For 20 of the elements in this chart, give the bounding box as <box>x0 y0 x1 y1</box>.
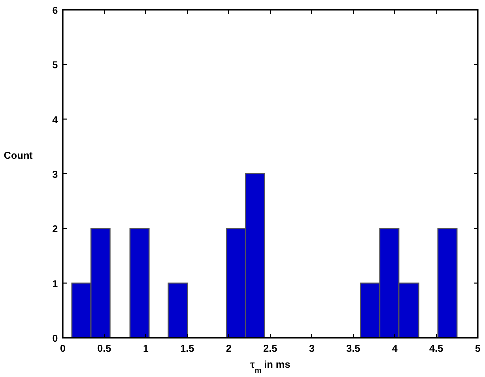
x-tick-label: 5 <box>475 344 482 355</box>
y-tick-label: 5 <box>52 60 58 72</box>
x-tick-label: 3.5 <box>346 344 361 355</box>
y-tick-label: 4 <box>52 115 58 126</box>
x-tick-label: 2 <box>226 344 232 355</box>
x-tick-label: 4.5 <box>430 344 444 355</box>
x-tick-label: 1 <box>143 344 150 355</box>
y-axis-title: Count <box>4 151 34 162</box>
x-tick-label: 1.5 <box>180 344 195 355</box>
x-tick-label: 0 <box>60 344 66 355</box>
y-tick-label: 2 <box>52 224 58 236</box>
y-tick-label: 1 <box>52 279 58 290</box>
y-tick-label: 0 <box>52 334 58 345</box>
x-tick-label: 2.5 <box>264 344 278 355</box>
x-tick-label: 4 <box>392 344 398 355</box>
y-tick-label: 3 <box>52 170 58 181</box>
x-tick-label: 0.5 <box>98 344 112 355</box>
y-tick-label: 6 <box>52 6 58 17</box>
x-axis-title: τ$_{m}$ in ms <box>250 360 291 374</box>
x-tick-label: 3 <box>309 344 316 355</box>
